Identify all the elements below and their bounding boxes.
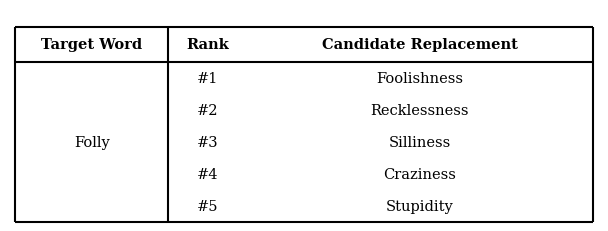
Text: #2: #2 — [196, 103, 218, 117]
Text: Foolishness: Foolishness — [376, 72, 463, 85]
Text: Rank: Rank — [186, 38, 229, 52]
Text: Silliness: Silliness — [389, 135, 451, 149]
Text: Target Word: Target Word — [41, 38, 142, 52]
Text: #3: #3 — [196, 135, 218, 149]
Text: Craziness: Craziness — [383, 167, 456, 181]
Text: Stupidity: Stupidity — [385, 199, 454, 213]
Text: Recklessness: Recklessness — [370, 103, 469, 117]
Text: #1: #1 — [196, 72, 218, 85]
Text: #4: #4 — [196, 167, 218, 181]
Text: Folly: Folly — [74, 135, 109, 149]
Text: #5: #5 — [196, 199, 218, 213]
Text: Candidate Replacement: Candidate Replacement — [322, 38, 517, 52]
